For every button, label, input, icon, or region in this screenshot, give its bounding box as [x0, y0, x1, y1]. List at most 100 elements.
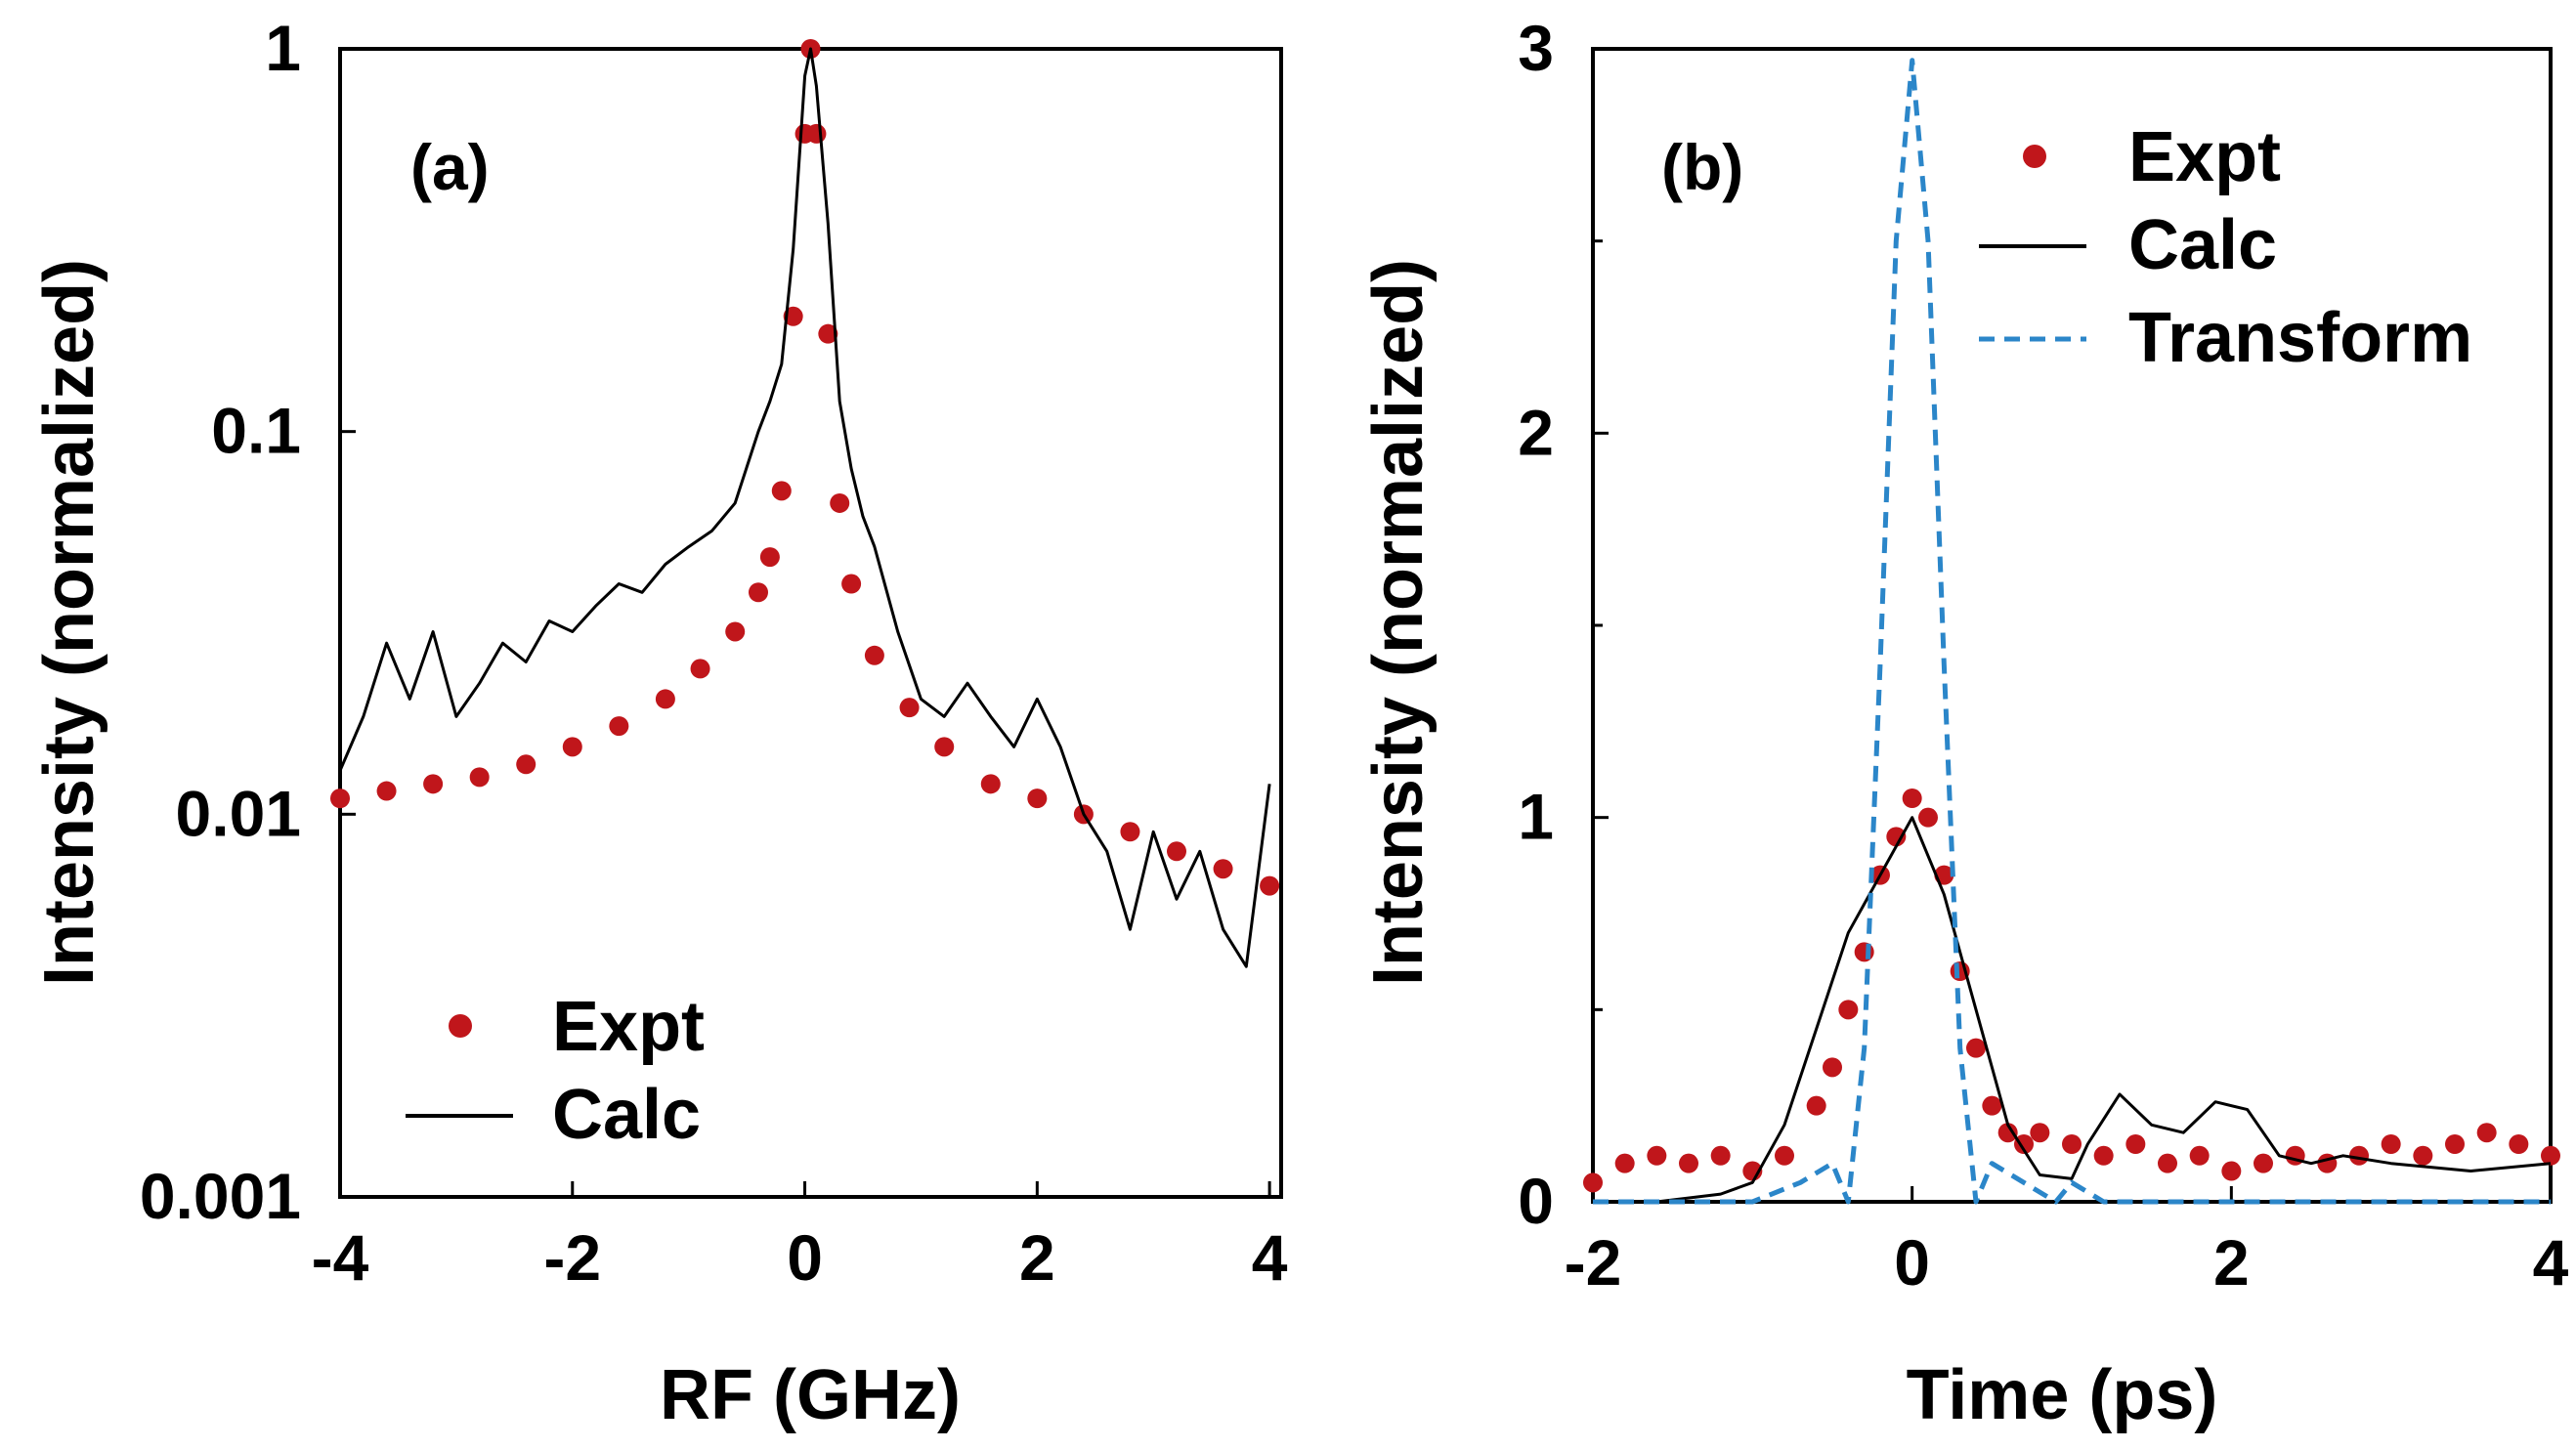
panel-b-legend-expt-marker [2023, 145, 2046, 168]
panel-b-series-expt-point [2476, 1123, 2497, 1143]
panel-a-y-tick-label: 0.001 [140, 1160, 301, 1232]
panel-b-x-tick-label: 2 [2213, 1226, 2250, 1299]
panel-b-series-expt-point [1966, 1038, 1986, 1058]
panel-a-series-expt-point [749, 582, 768, 603]
panel-a-series-expt-point [818, 323, 838, 344]
panel-b-series-calc-line [1593, 816, 2552, 1204]
panel-a-series-expt-point [376, 781, 397, 801]
panel-a-series-expt-point [980, 774, 1001, 794]
panel-a-series-expt-point [1027, 788, 1048, 809]
panel-a-series-expt-markers [330, 39, 1280, 896]
panel-b-series-expt-point [1902, 788, 1922, 808]
panel-b-series-expt-point [1982, 1095, 2002, 1116]
panel-b-y-tick-label: 0 [1518, 1165, 1554, 1237]
panel-a-legend: Expt Calc [406, 988, 705, 1154]
panel-b-y-axis-label: Intensity (normalized) [1359, 259, 1438, 986]
panel-b-series-expt-point [2254, 1153, 2273, 1173]
panel-a-x-axis-label: RF (GHz) [660, 1356, 961, 1434]
panel-b-series-expt-point [1679, 1153, 1698, 1173]
panel-a-series-expt-point [1260, 875, 1280, 896]
panel-b-legend-transform-label: Transform [2128, 299, 2472, 377]
panel-b-series-expt-point [2509, 1134, 2529, 1154]
panel-b-series-expt-point [2413, 1145, 2433, 1166]
panel-b-x-tick-label: -2 [1565, 1226, 1622, 1299]
panel-b-label: (b) [1661, 131, 1743, 203]
panel-b-x-tick-label: 0 [1894, 1226, 1930, 1299]
panel-a-series-expt-point [1213, 859, 1233, 879]
panel-a-series-expt-point [841, 574, 862, 594]
panel-b-y-ticks: 0 1 2 3 [1518, 12, 1609, 1237]
panel-a-series-expt-point [516, 754, 537, 775]
panel-a-x-ticks: -4 -2 0 2 4 [312, 1181, 1288, 1294]
panel-a-y-tick-label: 0.1 [211, 395, 301, 467]
panel-b-series-expt-point [2445, 1134, 2465, 1154]
panel-b-series-expt-point [2541, 1145, 2560, 1166]
panel-a-legend-calc-label: Calc [552, 1076, 701, 1154]
panel-b-x-axis-label: Time (ps) [1907, 1356, 2218, 1434]
panel-a-series-expt-point [830, 492, 850, 513]
panel-b-series-expt-point [1775, 1145, 1794, 1166]
panel-b-series-transform-line [1593, 58, 2551, 1205]
panel-b-series-expt-point [1583, 1172, 1603, 1193]
panel-a-series-expt-point [771, 481, 792, 501]
panel-a-legend-expt-label: Expt [552, 988, 705, 1066]
panel-b-legend-expt-label: Expt [2128, 118, 2281, 196]
panel-b-series-expt-point [1710, 1145, 1731, 1166]
panel-a-y-ticks: 1 0.1 0.01 0.001 [140, 12, 356, 1232]
panel-b-series-expt-point [1854, 942, 1874, 962]
panel-b-series-expt-point [2189, 1145, 2210, 1166]
panel-b-plot-frame [1591, 47, 2553, 1204]
panel-a-x-tick-label: 4 [1252, 1221, 1288, 1294]
panel-b-series-expt-point [1614, 1153, 1635, 1173]
panel-b-x-tick-label: 4 [2533, 1226, 2569, 1299]
panel-a-series-expt-point [864, 645, 884, 665]
panel-b-series [1583, 58, 2560, 1205]
panel-b-series-expt-point [1918, 807, 1938, 828]
panel-b-series-expt-point [1997, 1123, 2018, 1143]
panel-b-series-expt-point [1886, 827, 1907, 847]
panel-a-series-expt-point [725, 621, 746, 642]
panel-a-series-expt-point [423, 774, 444, 794]
panel-a-series-expt-point [330, 788, 350, 809]
panel-b-series-expt-point [1838, 1000, 1859, 1020]
panel-a-y-axis-label: Intensity (normalized) [30, 259, 108, 986]
panel-a-series-calc-line [338, 47, 1271, 968]
panel-a-series-expt-point [899, 698, 920, 718]
panel-a-label: (a) [410, 131, 490, 203]
panel-a-x-tick-label: -4 [312, 1221, 369, 1294]
panel-b-series-expt-point [2030, 1123, 2050, 1143]
panel-b-y-tick-label: 3 [1518, 12, 1554, 84]
panel-a-legend-expt-marker [449, 1014, 472, 1038]
panel-b-series-expt-point [1823, 1057, 1842, 1078]
panel-a-series-expt-point [469, 767, 490, 788]
panel-a-plot-frame [338, 47, 1283, 1199]
panel-b-series-expt-point [2014, 1134, 2034, 1154]
panel-b-series-expt-point [2125, 1134, 2146, 1154]
panel-a-y-tick-label: 1 [265, 12, 301, 84]
panel-a-series-expt-point [655, 689, 675, 709]
panel-b-x-ticks: -2 0 2 4 [1565, 1186, 2569, 1299]
panel-b-series-expt-point [2093, 1145, 2114, 1166]
panel-b-series-expt-point [2062, 1134, 2082, 1154]
panel-b-series-expt-point [1806, 1095, 1826, 1116]
panel-a-series-expt-point [1120, 822, 1140, 842]
panel-a-x-tick-label: -2 [543, 1221, 601, 1294]
panel-a-series-expt-point [806, 123, 827, 144]
panel-b-y-tick-label: 1 [1518, 781, 1554, 853]
panel-a-series-expt-point [759, 547, 780, 568]
panel-b-legend-calc-label: Calc [2128, 206, 2277, 284]
panel-a-x-tick-label: 0 [787, 1221, 823, 1294]
panel-b-y-tick-label: 2 [1518, 396, 1554, 468]
panel-b-legend: Expt Calc Transform [1979, 118, 2472, 377]
panel-b-series-expt-point [1647, 1145, 1667, 1166]
panel-a-series-expt-point [934, 737, 955, 757]
panel-b-series-expt-point [2381, 1134, 2401, 1154]
panel-a-y-tick-label: 0.01 [176, 777, 301, 849]
panel-b-series-expt-point [2158, 1153, 2177, 1173]
panel-a-series-expt-point [562, 737, 582, 757]
panel-a-series [330, 39, 1280, 968]
panel-a-x-tick-label: 2 [1019, 1221, 1055, 1294]
panel-b-series-expt-point [2349, 1145, 2369, 1166]
